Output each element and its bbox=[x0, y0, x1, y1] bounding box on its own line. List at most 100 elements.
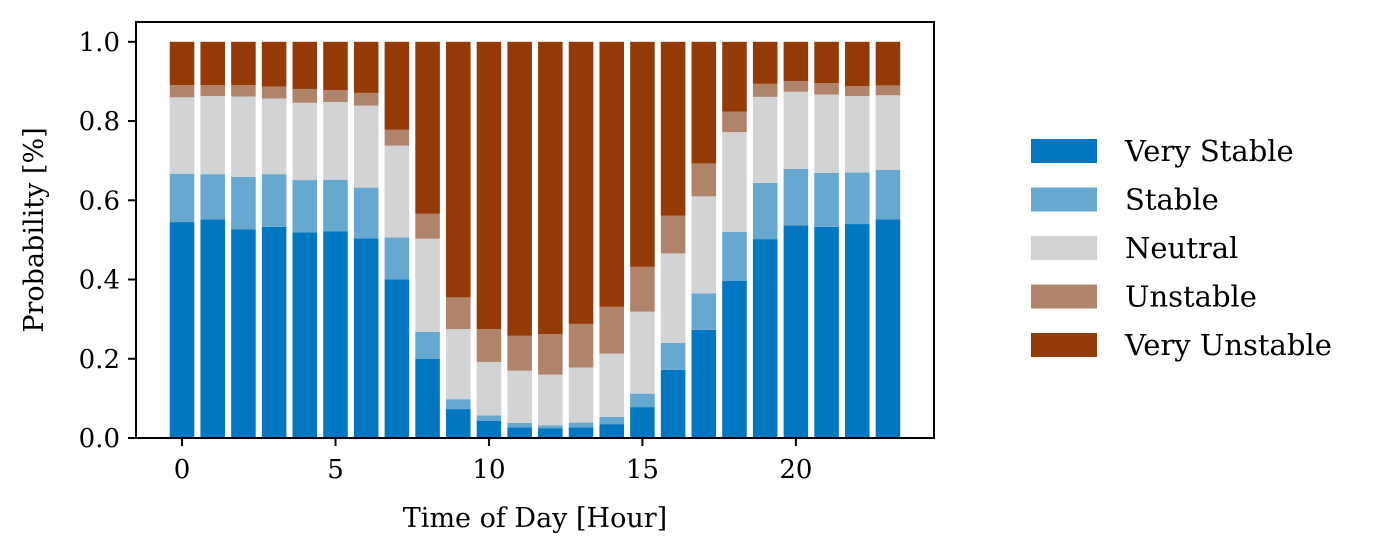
bar-neutral-hour-3 bbox=[261, 98, 287, 175]
x-tick-label: 15 bbox=[626, 455, 659, 485]
bar-very-unstable-hour-10 bbox=[476, 41, 502, 330]
y-tick-label: 0.4 bbox=[79, 266, 120, 296]
bar-stable-hour-12 bbox=[538, 425, 563, 429]
bar-neutral-hour-16 bbox=[660, 253, 686, 343]
bar-stable-hour-9 bbox=[445, 399, 471, 410]
bar-unstable-hour-17 bbox=[691, 163, 717, 197]
bar-stable-hour-6 bbox=[353, 187, 379, 239]
bar-very-stable-hour-3 bbox=[261, 226, 287, 438]
bar-very-unstable-hour-9 bbox=[445, 41, 471, 298]
bar-very-unstable-hour-4 bbox=[292, 41, 318, 89]
bar-unstable-hour-13 bbox=[568, 323, 594, 368]
bar-neutral-hour-6 bbox=[353, 105, 379, 188]
x-tick-label: 20 bbox=[779, 455, 812, 485]
bar-neutral-hour-4 bbox=[292, 102, 318, 181]
bar-neutral-hour-10 bbox=[476, 361, 502, 416]
bar-very-stable-hour-12 bbox=[538, 428, 563, 438]
bar-unstable-hour-20 bbox=[783, 81, 809, 92]
bar-unstable-hour-6 bbox=[353, 92, 379, 106]
bar-very-stable-hour-20 bbox=[783, 225, 809, 438]
bar-unstable-hour-21 bbox=[814, 83, 839, 95]
bar-very-stable-hour-14 bbox=[599, 424, 624, 438]
legend-label-stable: Stable bbox=[1125, 183, 1219, 217]
bar-stable-hour-1 bbox=[200, 174, 225, 220]
bar-neutral-hour-9 bbox=[445, 329, 471, 400]
bar-stable-hour-10 bbox=[476, 415, 502, 421]
legend-label-neutral: Neutral bbox=[1125, 231, 1238, 265]
bar-neutral-hour-23 bbox=[875, 95, 901, 170]
bar-very-stable-hour-13 bbox=[568, 427, 594, 438]
bar-unstable-hour-7 bbox=[384, 129, 410, 146]
bar-very-unstable-hour-12 bbox=[538, 41, 563, 335]
bar-very-stable-hour-15 bbox=[630, 407, 655, 438]
bar-very-stable-hour-10 bbox=[476, 420, 502, 438]
legend-swatch-stable bbox=[1031, 187, 1097, 212]
bar-very-stable-hour-2 bbox=[231, 229, 256, 438]
legend-label-very-stable: Very Stable bbox=[1124, 134, 1294, 168]
bar-unstable-hour-14 bbox=[599, 306, 624, 354]
y-tick-label: 0.0 bbox=[79, 424, 120, 454]
bar-very-unstable-hour-0 bbox=[169, 41, 195, 85]
y-tick-label: 0.6 bbox=[79, 186, 120, 216]
bar-stable-hour-0 bbox=[169, 173, 195, 223]
bar-very-unstable-hour-13 bbox=[568, 41, 594, 324]
bar-stable-hour-20 bbox=[783, 168, 809, 226]
bar-neutral-hour-20 bbox=[783, 91, 809, 169]
bar-very-unstable-hour-16 bbox=[660, 41, 686, 216]
bar-stable-hour-22 bbox=[844, 172, 870, 225]
bar-stable-hour-21 bbox=[814, 172, 839, 227]
bar-very-stable-hour-21 bbox=[814, 226, 839, 438]
bar-unstable-hour-11 bbox=[507, 335, 532, 371]
bar-neutral-hour-17 bbox=[691, 196, 717, 294]
ticks-group: 0 5 10 15 20 0.0 0.2 0.4 0.6 0.8 1.0 bbox=[79, 28, 813, 485]
bar-very-stable-hour-22 bbox=[844, 224, 870, 438]
legend-label-unstable: Unstable bbox=[1125, 280, 1257, 314]
bar-stable-hour-8 bbox=[415, 331, 440, 359]
bar-stable-hour-23 bbox=[875, 169, 901, 220]
bar-stable-hour-3 bbox=[261, 174, 287, 227]
bar-stable-hour-5 bbox=[323, 179, 348, 232]
bar-unstable-hour-2 bbox=[231, 84, 256, 97]
bar-unstable-hour-9 bbox=[445, 297, 471, 330]
bar-very-unstable-hour-21 bbox=[814, 41, 839, 84]
bar-unstable-hour-19 bbox=[752, 83, 778, 97]
bar-very-unstable-hour-7 bbox=[384, 41, 410, 130]
bar-stable-hour-15 bbox=[630, 393, 655, 408]
bar-very-stable-hour-8 bbox=[415, 358, 440, 438]
bar-very-unstable-hour-3 bbox=[261, 41, 287, 87]
bar-very-unstable-hour-5 bbox=[323, 41, 348, 91]
bar-very-stable-hour-11 bbox=[507, 427, 532, 438]
y-tick-label: 1.0 bbox=[79, 28, 120, 58]
legend-swatch-unstable bbox=[1031, 284, 1097, 309]
bar-neutral-hour-14 bbox=[599, 353, 624, 417]
bar-neutral-hour-1 bbox=[200, 96, 225, 175]
bar-neutral-hour-11 bbox=[507, 370, 532, 423]
x-axis-label: Time of Day [Hour] bbox=[403, 503, 667, 534]
bar-stable-hour-4 bbox=[292, 180, 318, 233]
bar-unstable-hour-23 bbox=[875, 85, 901, 96]
legend-swatch-neutral bbox=[1031, 236, 1097, 260]
bar-unstable-hour-10 bbox=[476, 329, 502, 362]
bar-neutral-hour-13 bbox=[568, 367, 594, 423]
bar-very-unstable-hour-19 bbox=[752, 41, 778, 84]
bar-unstable-hour-18 bbox=[722, 111, 747, 133]
bar-unstable-hour-16 bbox=[660, 215, 686, 254]
bar-very-unstable-hour-22 bbox=[844, 41, 870, 87]
bar-neutral-hour-2 bbox=[231, 96, 256, 177]
bar-unstable-hour-22 bbox=[844, 86, 870, 97]
bar-neutral-hour-8 bbox=[415, 238, 440, 332]
bar-very-stable-hour-19 bbox=[752, 239, 778, 438]
bar-very-unstable-hour-1 bbox=[200, 41, 225, 85]
bar-very-stable-hour-23 bbox=[875, 219, 901, 438]
bar-unstable-hour-4 bbox=[292, 88, 318, 103]
bar-unstable-hour-3 bbox=[261, 86, 287, 99]
legend-label-very-unstable: Very Unstable bbox=[1124, 328, 1332, 362]
bar-neutral-hour-19 bbox=[752, 96, 778, 183]
bar-neutral-hour-5 bbox=[323, 102, 348, 180]
bar-unstable-hour-0 bbox=[169, 84, 195, 98]
bar-stable-hour-16 bbox=[660, 342, 686, 370]
bar-unstable-hour-1 bbox=[200, 84, 225, 97]
bar-very-unstable-hour-6 bbox=[353, 41, 379, 93]
